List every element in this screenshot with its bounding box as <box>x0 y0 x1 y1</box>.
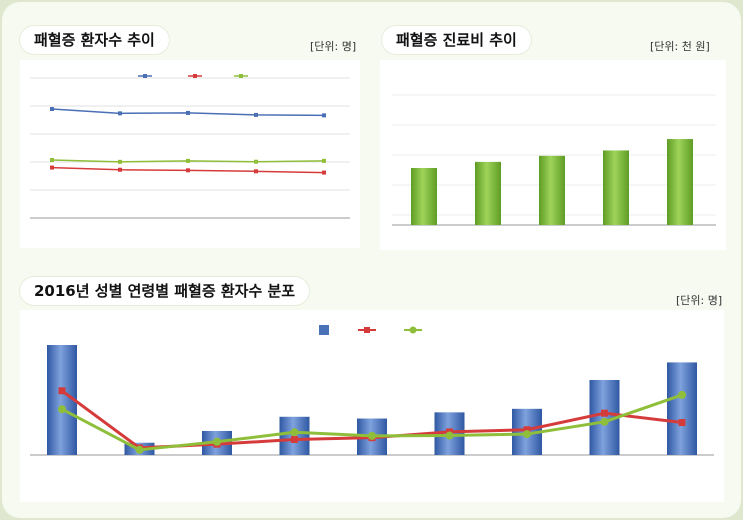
chart1-unit: [단위: 명] <box>310 40 357 53</box>
chart1-panel <box>20 60 360 248</box>
data-point <box>322 113 326 118</box>
bar <box>667 362 697 455</box>
data-point <box>58 387 66 395</box>
data-point <box>186 158 190 163</box>
bar <box>539 155 565 225</box>
data-point <box>678 419 686 427</box>
chart3-title: 2016년 성별 연령별 패혈증 환자수 분포 <box>20 277 310 305</box>
data-point <box>254 112 258 117</box>
data-point <box>291 435 298 443</box>
bar <box>475 161 501 225</box>
legend-marker <box>239 74 243 78</box>
data-point <box>58 405 66 414</box>
data-point <box>50 165 54 170</box>
legend-swatch <box>319 325 329 335</box>
data-point <box>254 159 258 164</box>
data-point <box>118 167 122 172</box>
bar <box>603 150 629 225</box>
chart3-panel <box>20 310 724 502</box>
chart1-title: 패혈증 환자수 추이 <box>20 26 169 54</box>
chart3-unit: [단위: 명] <box>676 294 723 307</box>
data-point <box>523 430 531 439</box>
data-point <box>118 111 122 116</box>
data-point <box>118 159 122 164</box>
legend-marker <box>143 74 147 78</box>
legend-marker <box>364 327 370 333</box>
bar <box>411 168 437 225</box>
data-point <box>445 431 454 440</box>
chart2-unit: [단위: 천 원] <box>650 40 710 53</box>
legend-marker <box>193 74 197 78</box>
data-point <box>290 428 299 437</box>
data-point <box>213 437 221 446</box>
data-point <box>601 409 608 417</box>
data-point <box>135 445 144 454</box>
chart3-svg <box>30 325 714 456</box>
chart2-title: 패혈증 진료비 추이 <box>382 26 531 54</box>
data-point <box>186 110 190 115</box>
data-point <box>254 169 258 174</box>
data-point <box>50 158 54 162</box>
data-point <box>322 170 326 175</box>
data-point <box>600 417 609 426</box>
chart2-svg <box>392 94 716 226</box>
bar <box>667 139 693 225</box>
data-point <box>50 107 54 111</box>
data-point <box>678 390 686 399</box>
data-point <box>186 168 190 173</box>
data-point <box>322 158 326 163</box>
legend-marker <box>409 326 417 334</box>
data-point <box>368 431 376 440</box>
chart2-panel <box>380 60 726 250</box>
data-point <box>523 426 531 434</box>
chart1-svg <box>30 74 350 219</box>
